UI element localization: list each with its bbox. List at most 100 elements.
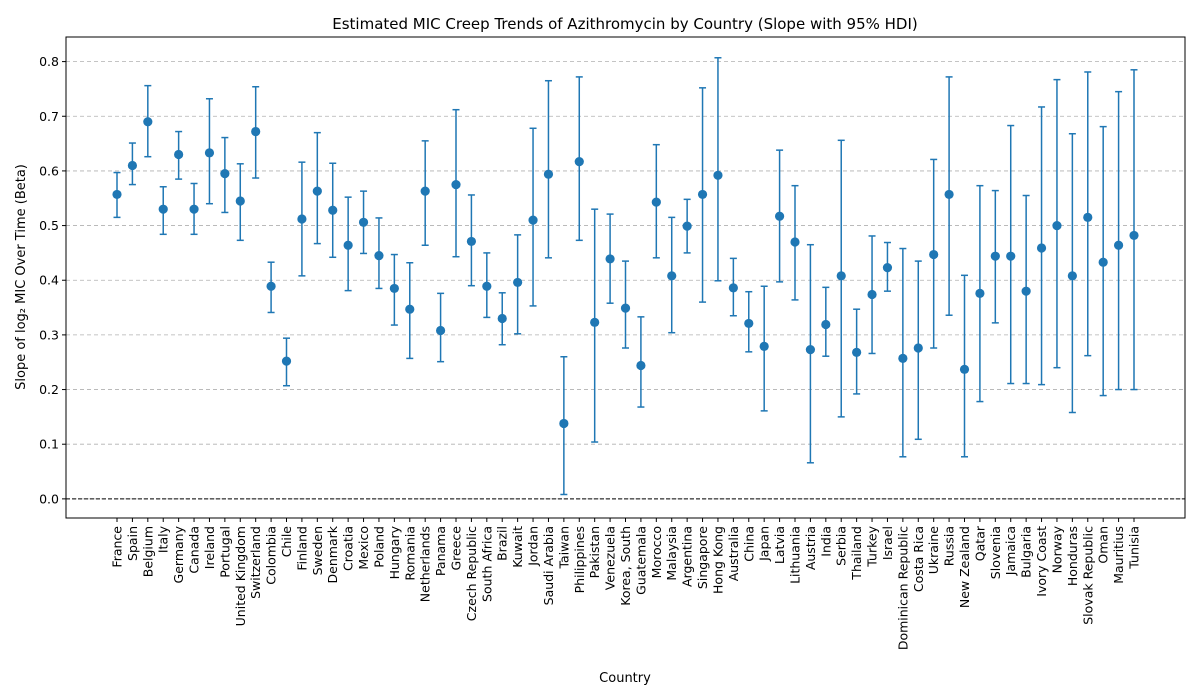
x-tick-label: Oman (1096, 526, 1111, 564)
x-axis-label: Country (599, 671, 651, 686)
x-tick-label: Korea, South (618, 526, 633, 606)
data-point-norway (1052, 78, 1062, 369)
x-tick-label: Chile (279, 526, 294, 558)
x-tick-label: Bulgaria (1019, 526, 1034, 578)
slope-marker (328, 205, 338, 215)
x-tick-label: Dominican Republic (895, 526, 910, 650)
data-point-netherlands (420, 140, 430, 247)
y-tick-label: 0.3 (39, 327, 59, 342)
data-point-singapore (697, 87, 708, 303)
slope-marker (697, 189, 708, 200)
x-tick-label: South Africa (479, 526, 494, 602)
x-tick-label: Brazil (495, 526, 510, 561)
y-tick-label: 0.1 (39, 437, 59, 452)
data-point-hong-kong (713, 57, 723, 282)
x-tick-label: Jamaica (1003, 526, 1018, 576)
slope-marker (312, 186, 322, 196)
data-point-belgium (143, 84, 153, 158)
slope-marker (189, 204, 199, 214)
data-point-tunisia (1129, 69, 1139, 391)
slope-marker (1006, 251, 1016, 261)
data-point-brazil (497, 292, 507, 346)
x-tick-label: Kuwait (510, 526, 525, 568)
data-point-south-africa (482, 252, 492, 319)
x-tick-label: Latvia (772, 526, 787, 564)
data-point-dominican-republic (898, 247, 908, 458)
data-point-italy (158, 186, 168, 236)
x-tick-label: Russia (942, 526, 957, 566)
slope-marker (944, 189, 954, 200)
data-point-latvia (774, 149, 785, 283)
data-point-romania (405, 261, 415, 360)
x-tick-label: Romania (402, 526, 417, 581)
x-tick-label: Morocco (649, 526, 664, 578)
y-tick-label: 0.4 (39, 273, 59, 288)
data-point-qatar (975, 184, 985, 403)
slope-marker (1067, 271, 1077, 281)
data-point-lithuania (790, 184, 800, 301)
slope-marker (158, 204, 168, 214)
slope-marker (528, 215, 538, 225)
y-axis-label: Slope of log₂ MIC Over Time (Beta) (14, 164, 29, 390)
data-point-japan (759, 285, 769, 412)
data-point-spain (127, 142, 138, 186)
data-point-saudi-arabia (543, 79, 554, 259)
data-point-ivory-coast (1036, 106, 1047, 386)
slope-marker (235, 196, 245, 206)
data-point-denmark (328, 162, 338, 259)
slope-marker (605, 254, 615, 264)
x-tick-label: Poland (371, 526, 386, 568)
slope-marker (667, 271, 677, 281)
slope-marker (389, 283, 399, 294)
slope-marker (174, 149, 184, 160)
slope-marker (112, 189, 122, 200)
x-tick-label: Honduras (1065, 526, 1080, 586)
slope-marker (913, 343, 923, 353)
slope-marker (420, 186, 430, 196)
data-point-israel (882, 241, 893, 292)
data-point-portugal (220, 136, 230, 214)
data-point-kuwait (513, 234, 523, 335)
data-point-morocco (651, 143, 661, 259)
slope-marker (482, 281, 492, 291)
x-tick-label: Israel (880, 526, 895, 560)
x-tick-label: Hong Kong (710, 526, 725, 594)
x-tick-label: Spain (125, 526, 140, 561)
data-point-korea-south (620, 260, 631, 349)
x-tick-label: Switzerland (248, 526, 263, 599)
slope-marker (343, 240, 353, 250)
data-point-czech-republic (466, 194, 477, 287)
data-point-australia (728, 257, 738, 317)
x-tick-label: Netherlands (418, 526, 433, 602)
data-point-new-zealand (959, 274, 970, 458)
x-tick-label: Thailand (849, 526, 864, 581)
data-point-pakistan (590, 208, 600, 443)
x-tick-label: Pakistan (587, 526, 602, 578)
slope-marker (852, 347, 862, 357)
x-tick-label: Mexico (356, 526, 371, 570)
slope-marker (959, 364, 970, 374)
data-point-india (821, 286, 831, 357)
slope-marker (435, 325, 446, 336)
slope-marker (574, 157, 584, 167)
slope-marker (836, 271, 846, 281)
slope-marker (497, 313, 507, 324)
slope-marker (759, 341, 769, 351)
x-tick-label: Qatar (972, 525, 987, 561)
slope-marker (466, 236, 477, 247)
x-tick-label: Italy (156, 525, 171, 553)
x-tick-label: Guatemala (633, 526, 648, 595)
slope-marker (713, 170, 723, 180)
data-point-china (744, 290, 754, 353)
data-point-malaysia (667, 216, 677, 334)
x-tick-label: Argentina (680, 526, 695, 587)
data-point-honduras (1067, 132, 1077, 414)
x-tick-label: Saudi Arabia (541, 526, 556, 605)
chart-title: Estimated MIC Creep Trends of Azithromyc… (332, 15, 918, 33)
slope-marker (929, 249, 939, 260)
data-point-oman (1098, 125, 1108, 397)
x-tick-label: Belgium (140, 526, 155, 577)
x-tick-label: France (110, 526, 125, 568)
y-tick-label: 0.2 (39, 382, 59, 397)
